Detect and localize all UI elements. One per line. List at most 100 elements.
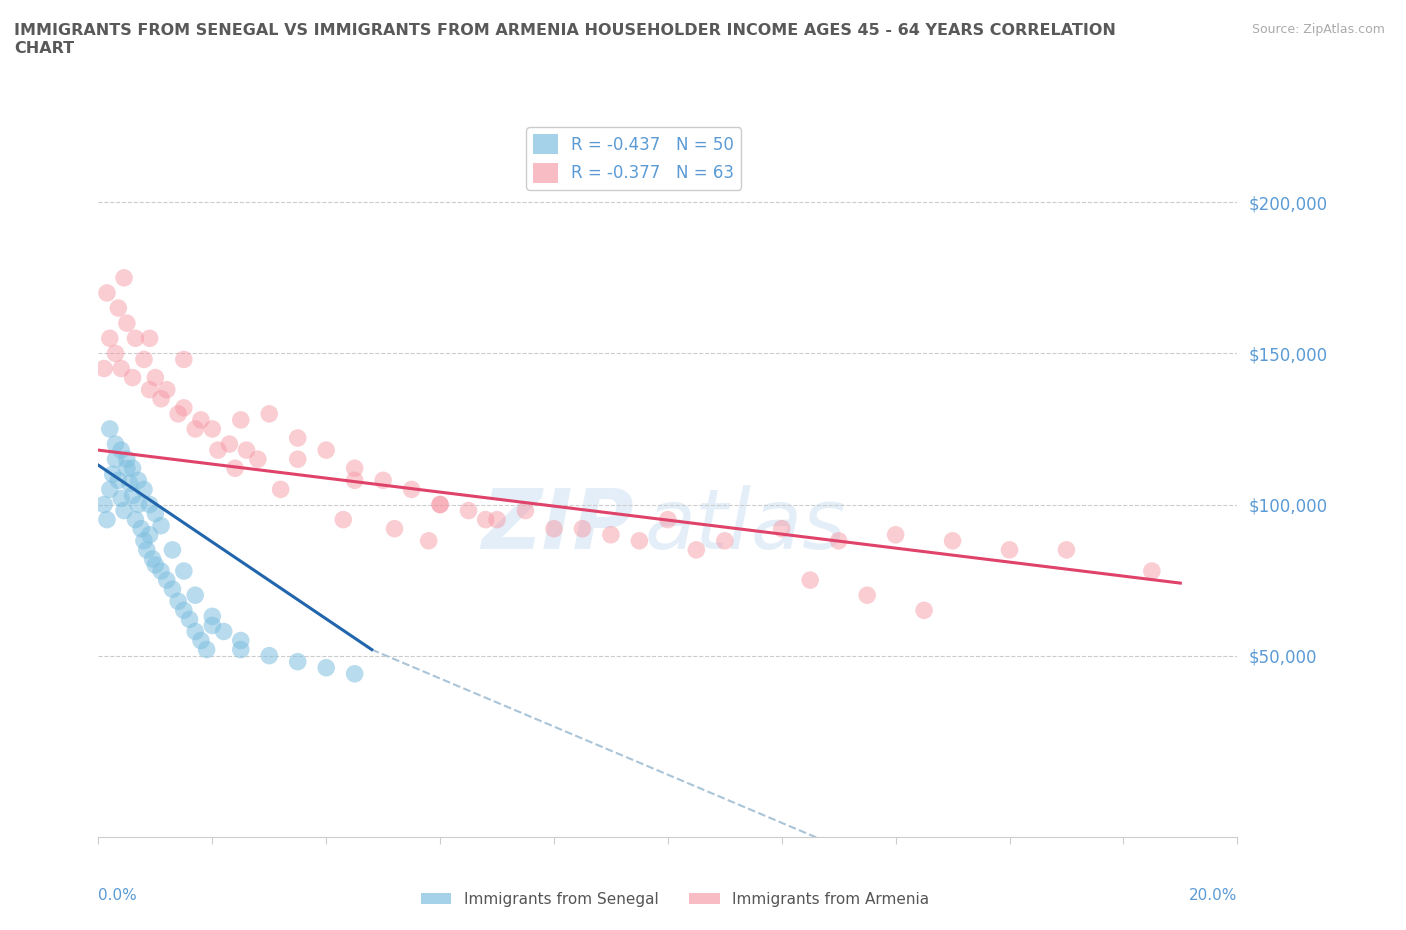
Point: [912, 603, 935, 618]
Point: [104, 346, 127, 361]
Point: [600, 527, 623, 542]
Point: [429, 498, 451, 512]
Point: [93, 361, 115, 376]
Point: [770, 521, 793, 536]
Point: [942, 534, 965, 549]
Point: [856, 588, 879, 603]
Point: [343, 461, 366, 476]
Point: [1056, 542, 1078, 557]
Text: IMMIGRANTS FROM SENEGAL VS IMMIGRANTS FROM ARMENIA HOUSEHOLDER INCOME AGES 45 - : IMMIGRANTS FROM SENEGAL VS IMMIGRANTS FR…: [14, 23, 1116, 56]
Point: [96, 512, 118, 527]
Point: [179, 612, 201, 627]
Point: [657, 512, 679, 527]
Point: [343, 472, 366, 487]
Point: [259, 406, 281, 421]
Point: [132, 534, 155, 549]
Point: [115, 461, 138, 476]
Point: [235, 443, 257, 458]
Point: [127, 472, 149, 487]
Point: [145, 506, 167, 521]
Point: [162, 542, 184, 557]
Point: [201, 609, 224, 624]
Point: [287, 655, 309, 670]
Point: [195, 643, 218, 658]
Point: [112, 503, 135, 518]
Point: [98, 331, 121, 346]
Point: [799, 573, 821, 588]
Point: [543, 521, 565, 536]
Point: [259, 648, 281, 663]
Point: [101, 467, 124, 482]
Point: [201, 421, 224, 436]
Point: [998, 542, 1021, 557]
Point: [401, 482, 423, 497]
Point: [218, 437, 240, 452]
Point: [115, 316, 138, 331]
Point: [173, 401, 195, 416]
Point: [162, 582, 184, 597]
Point: [121, 461, 143, 476]
Point: [129, 521, 152, 536]
Point: [371, 472, 394, 487]
Point: [343, 666, 366, 681]
Point: [173, 603, 195, 618]
Point: [714, 534, 737, 549]
Point: [107, 300, 129, 315]
Point: [246, 452, 269, 467]
Point: [98, 482, 121, 497]
Point: [124, 331, 146, 346]
Point: [884, 527, 907, 542]
Point: [138, 498, 160, 512]
Point: [287, 452, 309, 467]
Text: ZIP: ZIP: [481, 485, 634, 565]
Point: [121, 370, 143, 385]
Point: [384, 521, 406, 536]
Point: [150, 564, 173, 578]
Point: [828, 534, 851, 549]
Point: [150, 518, 173, 533]
Point: [212, 624, 235, 639]
Point: [118, 476, 141, 491]
Point: [121, 488, 143, 503]
Point: [173, 564, 195, 578]
Point: [184, 421, 207, 436]
Point: [270, 482, 292, 497]
Point: [138, 382, 160, 397]
Point: [93, 498, 115, 512]
Point: [1140, 564, 1163, 578]
Point: [124, 512, 146, 527]
Legend: R = -0.437   N = 50, R = -0.377   N = 63: R = -0.437 N = 50, R = -0.377 N = 63: [526, 127, 741, 190]
Point: [156, 573, 179, 588]
Point: [132, 482, 155, 497]
Point: [190, 633, 212, 648]
Point: [104, 452, 127, 467]
Point: [98, 421, 121, 436]
Point: [418, 534, 440, 549]
Point: [138, 527, 160, 542]
Point: [571, 521, 593, 536]
Point: [167, 406, 190, 421]
Point: [107, 472, 129, 487]
Point: [315, 660, 337, 675]
Point: [474, 512, 496, 527]
Point: [287, 431, 309, 445]
Point: [332, 512, 354, 527]
Point: [190, 413, 212, 428]
Point: [150, 392, 173, 406]
Point: [184, 624, 207, 639]
Point: [515, 503, 537, 518]
Text: atlas: atlas: [645, 485, 846, 565]
Point: [457, 503, 479, 518]
Point: [135, 542, 157, 557]
Point: [104, 437, 127, 452]
Point: [115, 452, 138, 467]
Text: 20.0%: 20.0%: [1189, 888, 1237, 903]
Point: [315, 443, 337, 458]
Point: [229, 633, 252, 648]
Text: Source: ZipAtlas.com: Source: ZipAtlas.com: [1251, 23, 1385, 36]
Point: [628, 534, 651, 549]
Point: [429, 498, 451, 512]
Point: [145, 370, 167, 385]
Point: [110, 361, 132, 376]
Point: [127, 498, 149, 512]
